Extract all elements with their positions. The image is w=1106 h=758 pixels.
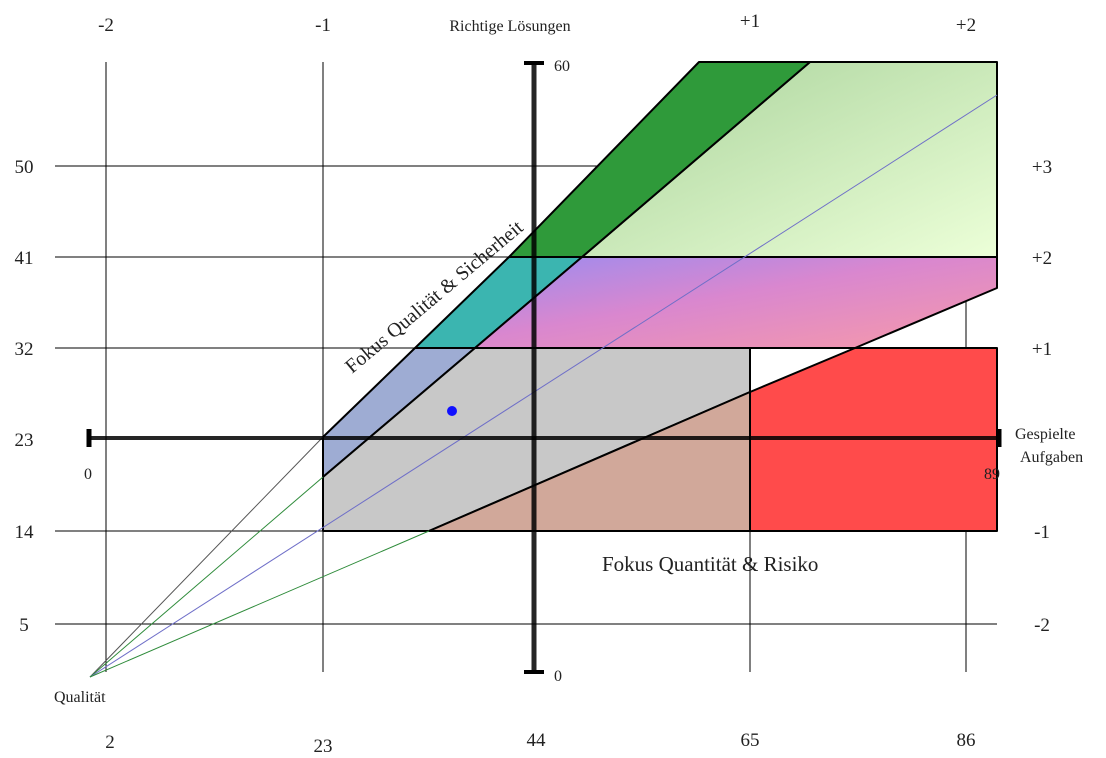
- right-label: +2: [1032, 248, 1052, 269]
- bottom-label: 65: [741, 730, 760, 751]
- top-label: +2: [956, 15, 976, 36]
- ray-blue: [89, 94, 998, 678]
- corner-label: Qualität: [54, 689, 106, 706]
- vertical-axis-title: Richtige Lösungen: [449, 18, 570, 35]
- horizontal-axis-title-line1: Gespielte: [1015, 426, 1075, 443]
- guide-rays: [89, 94, 998, 678]
- top-label: +1: [740, 11, 760, 32]
- horizontal-axis-min-label: 0: [84, 466, 92, 483]
- bottom-label: 44: [527, 730, 547, 751]
- region-label-quantity: Fokus Quantität & Risiko: [602, 552, 818, 576]
- right-label: +3: [1032, 157, 1052, 178]
- horizontal-axis-max-label: 89: [984, 466, 1000, 483]
- top-label: -2: [98, 15, 114, 36]
- position-marker: [447, 406, 457, 416]
- top-label: -1: [315, 15, 331, 36]
- ray-green-upper: [89, 476, 324, 678]
- bottom-label: 23: [314, 736, 333, 757]
- left-label: 14: [15, 522, 35, 543]
- horizontal-axis-title-line2: Aufgaben: [1020, 449, 1083, 466]
- left-label: 23: [15, 430, 34, 451]
- vertical-axis-min-label: 0: [554, 668, 562, 685]
- axes: [86, 61, 1002, 674]
- left-label: 32: [15, 339, 34, 360]
- left-label: 41: [15, 248, 34, 269]
- region-pink-purple: [474, 256, 998, 349]
- right-label: -1: [1034, 522, 1050, 543]
- left-label: 5: [19, 615, 29, 636]
- right-label: +1: [1032, 339, 1052, 360]
- left-label: 50: [15, 157, 34, 178]
- vertical-axis-max-label: 60: [554, 58, 570, 75]
- ray-green-lower: [89, 530, 430, 678]
- right-label: -2: [1034, 615, 1050, 636]
- bottom-label: 2: [105, 732, 115, 753]
- bottom-label: 86: [957, 730, 976, 751]
- ray-black: [89, 436, 324, 678]
